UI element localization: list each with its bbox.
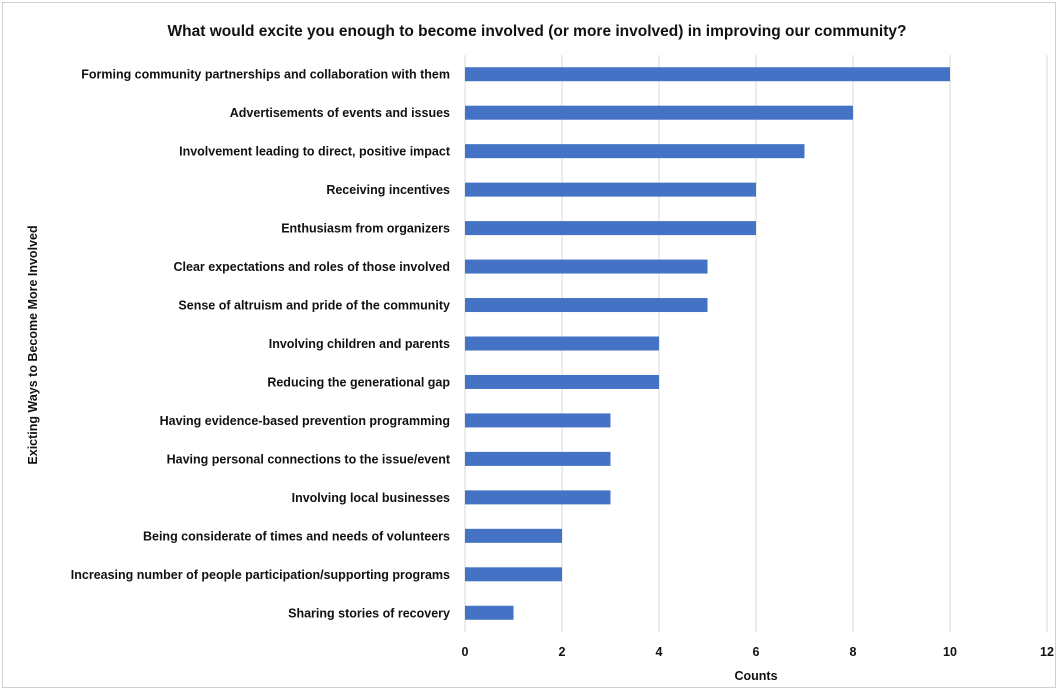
category-label: Advertisements of events and issues [230, 106, 450, 120]
bar [465, 336, 659, 351]
bar [465, 490, 611, 505]
bar [465, 144, 805, 159]
category-label: Increasing number of people participatio… [71, 568, 450, 582]
category-label: Sense of altruism and pride of the commu… [178, 299, 450, 313]
y-axis-title: Exicting Ways to Become More Involved [26, 225, 40, 464]
bar [465, 221, 756, 236]
category-label: Involving children and parents [269, 337, 450, 351]
bar [465, 298, 708, 313]
bar [465, 528, 562, 543]
x-tick-label: 4 [656, 645, 663, 659]
category-label: Enthusiasm from organizers [281, 222, 450, 236]
bar [465, 605, 514, 620]
category-label: Having evidence-based prevention program… [160, 414, 450, 428]
x-tick-label: 12 [1040, 645, 1054, 659]
bar [465, 451, 611, 466]
category-labels: Forming community partnerships and colla… [71, 68, 451, 621]
x-axis-title: Counts [734, 669, 777, 683]
bar [465, 259, 708, 274]
x-tick-labels: 0 2 4 6 8 10 12 [462, 645, 1054, 659]
category-label: Involvement leading to direct, positive … [179, 145, 451, 159]
category-label: Forming community partnerships and colla… [81, 68, 450, 82]
category-label: Having personal connections to the issue… [167, 452, 451, 466]
bar [465, 567, 562, 582]
bar [465, 182, 756, 197]
x-tick-label: 6 [753, 645, 760, 659]
category-label: Receiving incentives [326, 183, 450, 197]
bar [465, 374, 659, 389]
x-tick-label: 10 [943, 645, 957, 659]
bars [465, 67, 950, 620]
category-label: Involving local businesses [292, 491, 450, 505]
category-label: Clear expectations and roles of those in… [174, 260, 450, 274]
chart-title: What would excite you enough to become i… [168, 23, 907, 40]
x-tick-label: 2 [559, 645, 566, 659]
bar [465, 413, 611, 428]
category-label: Reducing the generational gap [267, 375, 450, 389]
x-tick-label: 8 [850, 645, 857, 659]
category-label: Being considerate of times and needs of … [143, 529, 450, 543]
bar [465, 105, 853, 120]
category-label: Sharing stories of recovery [288, 606, 450, 620]
x-tick-label: 0 [462, 645, 469, 659]
bar [465, 67, 950, 82]
